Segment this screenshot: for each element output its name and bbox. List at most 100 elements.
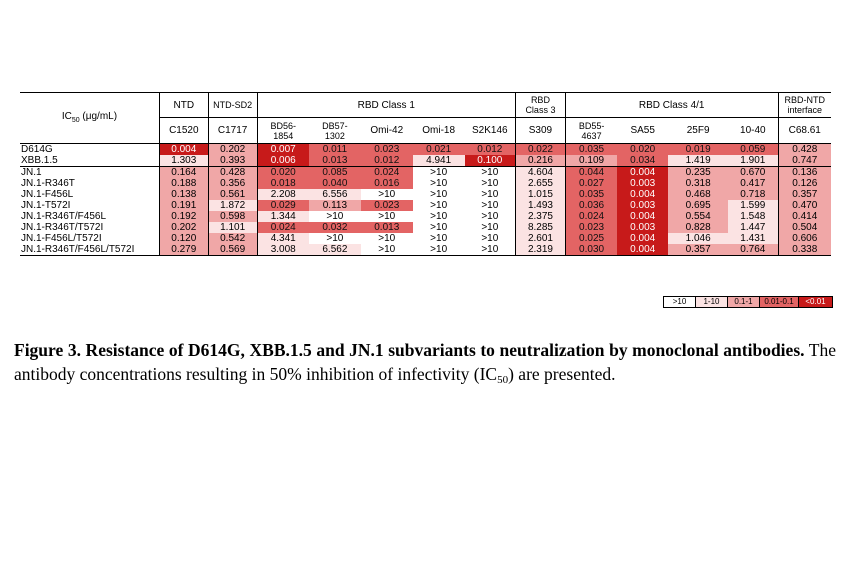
- ic50-cell: >10: [412, 244, 465, 256]
- caption-subscript: 50: [497, 374, 509, 386]
- ic50-cell: >10: [464, 211, 516, 222]
- ic50-cell: 0.393: [207, 155, 258, 167]
- ic50-cell: 0.013: [308, 155, 361, 167]
- ic50-cell: 4.941: [412, 155, 465, 167]
- ic50-cell: 1.015: [515, 189, 566, 200]
- ic50-cell: 0.670: [728, 166, 778, 178]
- variant-label: JN.1-T572I: [21, 200, 71, 211]
- variant-label: XBB.1.5: [20, 155, 160, 167]
- ic50-cell: 0.606: [777, 233, 831, 244]
- antibody-header-0: C1520: [158, 117, 209, 144]
- variant-label: JN.1-R346T/F456L: [21, 211, 107, 222]
- ic50-cell: 0.279: [158, 244, 209, 256]
- ic50-cell: 0.020: [256, 166, 309, 178]
- ic50-cell: 0.003: [617, 178, 669, 189]
- group-ntd: NTD: [158, 92, 209, 118]
- ic50-cell: 0.192: [158, 211, 209, 222]
- ic50-cell: 0.007: [256, 143, 309, 155]
- ic50-cell: 0.029: [256, 200, 309, 211]
- ic50-cell: 0.468: [668, 189, 729, 200]
- ic50-cell: 0.191: [158, 200, 209, 211]
- ic50-cell: 0.006: [256, 155, 309, 167]
- ic50-cell: 0.059: [728, 143, 778, 155]
- ic50-cell: >10: [412, 189, 465, 200]
- antibody-header-11: 10-40: [728, 117, 778, 144]
- ic50-cell: 0.126: [777, 178, 831, 189]
- variant-label: JN.1-R346T/F456L/T572I: [20, 244, 160, 256]
- ic50-cell: 1.101: [207, 222, 258, 233]
- ic50-cell: 3.008: [256, 244, 309, 256]
- antibody-header-1: C1717: [207, 117, 258, 144]
- ic50-cell: 0.554: [668, 211, 729, 222]
- variant-label: D614G: [21, 144, 53, 155]
- ic50-cell: >10: [464, 189, 516, 200]
- ic50-cell: 0.030: [564, 244, 618, 256]
- ic50-cell: 0.023: [360, 143, 413, 155]
- ic50-cell: 0.003: [617, 200, 669, 211]
- variant-label: JN.1-F456L/T572I: [21, 233, 102, 244]
- ic50-cell: 0.202: [158, 222, 209, 233]
- ic50-cell: >10: [308, 233, 361, 244]
- ic50-cell: 0.747: [777, 155, 831, 167]
- ic50-cell: 0.356: [207, 178, 258, 189]
- ic50-cell: 1.419: [668, 155, 729, 167]
- group-rbd-class-3: RBD Class 3: [515, 92, 566, 118]
- group-rbd-ntd-interface: RBD-NTD interface: [777, 92, 831, 118]
- ic50-cell: >10: [360, 244, 413, 256]
- ic50-cell: 0.235: [668, 166, 729, 178]
- antibody-header-5: Omi-18: [412, 117, 465, 144]
- ic50-cell: 0.100: [464, 155, 516, 167]
- ic50-cell: >10: [464, 166, 516, 178]
- ic50-cell: 0.020: [617, 143, 669, 155]
- ic50-cell: 1.599: [728, 200, 778, 211]
- ic50-cell: >10: [412, 211, 465, 222]
- table-row: JN.1-R346T/F456L 0.192 0.598 1.344 >10 >10 >10…: [20, 211, 831, 222]
- variant-label: JN.1: [21, 167, 42, 178]
- ic50-cell: 6.556: [308, 189, 361, 200]
- ic50-cell: 0.598: [207, 211, 258, 222]
- group-ntd-sd2: NTD-SD2: [207, 92, 258, 118]
- ic50-cell: >10: [360, 233, 413, 244]
- caption-text-end: ) are presented.: [508, 364, 616, 384]
- ic50-cell: 1.303: [158, 155, 209, 167]
- ic50-cell: 0.025: [564, 233, 618, 244]
- legend-swatch-1-10: 1-10: [695, 297, 727, 307]
- ic50-cell: 0.569: [207, 244, 258, 256]
- antibody-header-4: Omi-42: [360, 117, 413, 144]
- color-legend: >10 1-10 0.1-1 0.01-0.1 <0.01: [663, 296, 833, 308]
- ic50-cell: 1.493: [515, 200, 566, 211]
- ic50-cell: 0.013: [360, 222, 413, 233]
- ic50-cell: 0.034: [617, 155, 669, 167]
- ic50-cell: >10: [412, 178, 465, 189]
- ic50-cell: 0.004: [617, 244, 669, 256]
- ic50-cell: 2.375: [515, 211, 566, 222]
- ic50-cell: 0.109: [564, 155, 618, 167]
- ic50-cell: 2.208: [256, 189, 309, 200]
- ic50-cell: 0.004: [617, 233, 669, 244]
- caption-text: The antibody concentrations resulting in…: [14, 340, 836, 384]
- table-row: JN.1 0.164 0.428 0.020 0.085 0.024 >10 >10 4.604…: [20, 166, 831, 178]
- ic50-cell: 0.504: [777, 222, 831, 233]
- ic50-cell: 0.016: [360, 178, 413, 189]
- legend-swatch-01-1: 0.1-1: [727, 297, 759, 307]
- ic50-cell: >10: [360, 211, 413, 222]
- ic50-cell: 0.828: [668, 222, 729, 233]
- variant-label: JN.1-R346T/T572I: [21, 222, 104, 233]
- ic50-cell: 0.417: [728, 178, 778, 189]
- ic50-cell: 0.764: [728, 244, 778, 256]
- ic50-cell: >10: [308, 211, 361, 222]
- ic50-cell: 0.357: [668, 244, 729, 256]
- table-row: JN.1-T572I 0.191 1.872 0.029 0.113 0.023 >10 >1…: [20, 200, 831, 211]
- ic50-cell: 0.011: [308, 143, 361, 155]
- table-row: JN.1-R346T/T572I 0.202 1.101 0.024 0.032 0.01…: [20, 222, 831, 233]
- ic50-cell: 0.136: [777, 166, 831, 178]
- ic50-cell: 0.012: [464, 143, 516, 155]
- ic50-cell: 0.035: [564, 143, 618, 155]
- antibody-header-9: SA55: [617, 117, 669, 144]
- ic50-cell: >10: [464, 178, 516, 189]
- ic50-cell: 0.022: [515, 143, 566, 155]
- legend-swatch-001-01: 0.01-0.1: [759, 297, 798, 307]
- ic50-cell: 0.023: [564, 222, 618, 233]
- ic50-cell: >10: [412, 166, 465, 178]
- ic50-cell: 1.046: [668, 233, 729, 244]
